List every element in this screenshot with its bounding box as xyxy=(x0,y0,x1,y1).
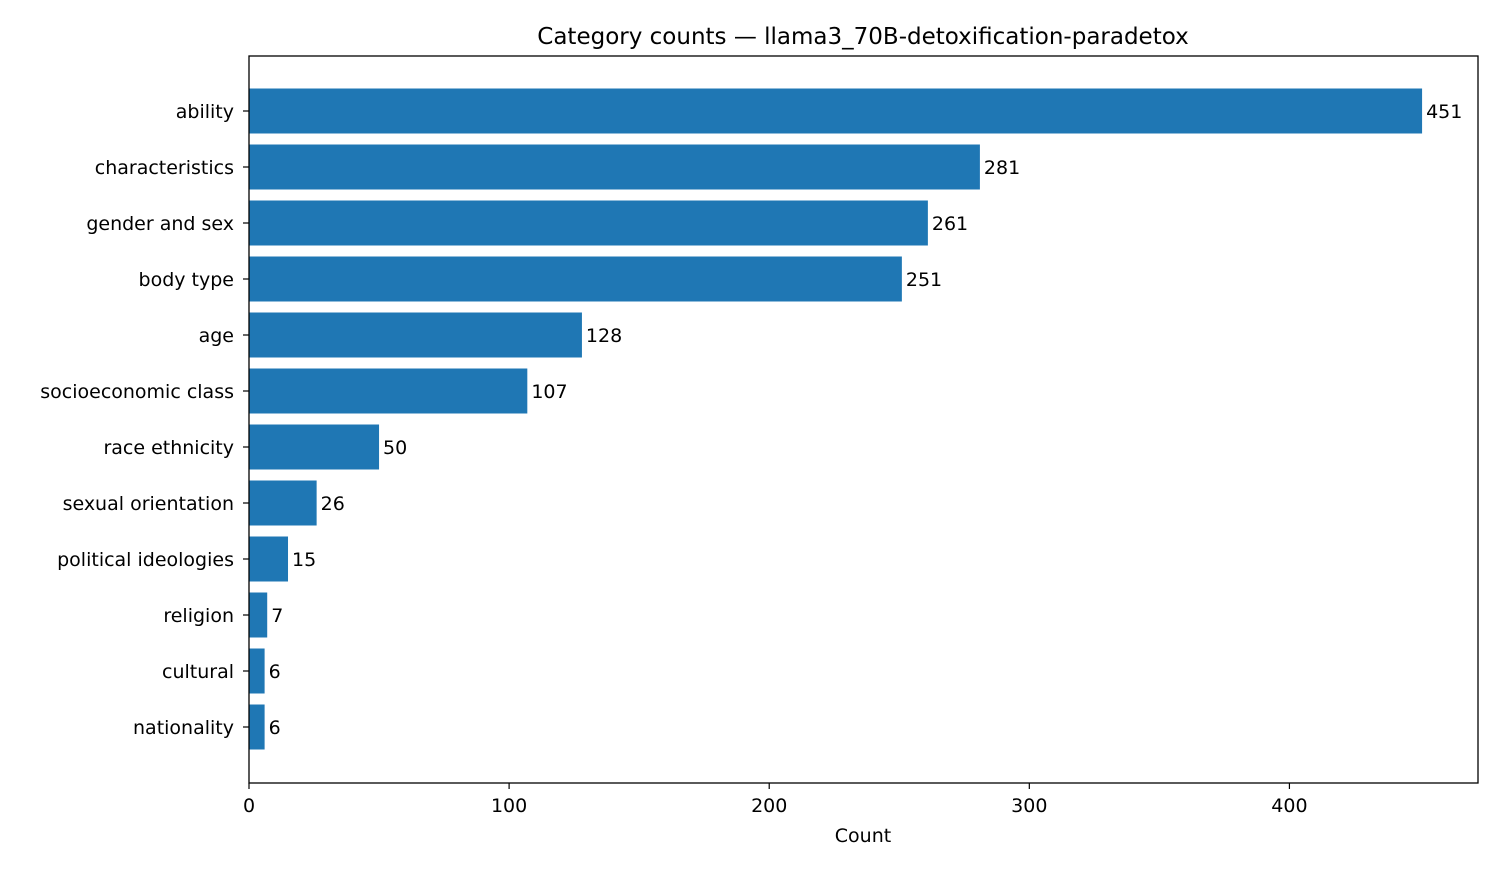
x-tick-label: 0 xyxy=(243,795,255,817)
data-label: 6 xyxy=(269,661,281,683)
bar xyxy=(249,480,317,526)
data-label: 6 xyxy=(269,717,281,739)
data-label: 26 xyxy=(321,493,345,515)
bar xyxy=(249,256,902,302)
plot-area-frame xyxy=(248,55,1479,784)
data-label: 261 xyxy=(932,213,968,235)
x-axis-ticks: 0 100 200 300 400 xyxy=(243,783,1308,817)
bar xyxy=(249,704,265,750)
bar xyxy=(249,592,268,638)
chart-title: Category counts — llama3_70B-detoxificat… xyxy=(537,24,1188,50)
bar xyxy=(249,200,928,246)
data-label: 451 xyxy=(1426,101,1462,123)
category-label: race ethnicity xyxy=(103,437,234,459)
data-label: 50 xyxy=(383,437,407,459)
x-tick-label: 100 xyxy=(491,795,527,817)
category-label: gender and sex xyxy=(86,213,234,235)
category-labels: ability characteristics gender and sex body… xyxy=(40,101,249,739)
bar xyxy=(249,88,1423,134)
bar xyxy=(249,312,582,358)
data-labels: 451 281 261 251 128 107 50 26 15 7 6 6 xyxy=(269,101,1463,739)
data-label: 128 xyxy=(586,325,622,347)
bar xyxy=(249,536,289,582)
category-label: characteristics xyxy=(95,157,234,179)
data-label: 281 xyxy=(984,157,1020,179)
x-tick-label: 300 xyxy=(1011,795,1047,817)
bars-group xyxy=(249,88,1423,750)
bar xyxy=(249,368,528,414)
data-label: 15 xyxy=(292,549,316,571)
category-label: cultural xyxy=(162,661,234,683)
x-axis-title: Count xyxy=(835,825,891,847)
x-tick-label: 200 xyxy=(751,795,787,817)
data-label: 107 xyxy=(531,381,567,403)
category-label: socioeconomic class xyxy=(40,381,234,403)
category-label: sexual orientation xyxy=(63,493,234,515)
category-label: nationality xyxy=(133,717,234,739)
x-tick-label: 400 xyxy=(1271,795,1307,817)
category-label: religion xyxy=(163,605,234,627)
category-label: ability xyxy=(176,101,234,123)
data-label: 7 xyxy=(271,605,283,627)
category-label: body type xyxy=(139,269,234,291)
category-label: age xyxy=(199,325,234,347)
bar xyxy=(249,144,980,190)
data-label: 251 xyxy=(906,269,942,291)
bar xyxy=(249,424,380,470)
category-label: political ideologies xyxy=(57,549,234,571)
bar xyxy=(249,648,265,694)
